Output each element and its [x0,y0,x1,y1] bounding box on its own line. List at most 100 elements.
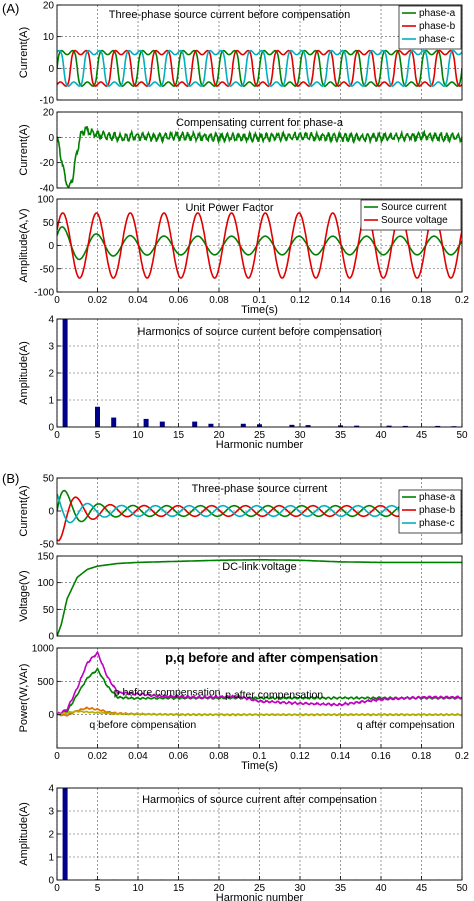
y-tick-label: -50 [40,540,55,551]
chart-title: Compensating current for phase-a [176,117,344,129]
x-tick-label: 0 [54,883,60,894]
harmonic-bar [435,425,441,427]
y-axis-label: Amplitude(A) [18,802,30,866]
y-tick-label: 3 [48,807,54,818]
x-tick-label: 15 [173,430,185,441]
x-tick-label: 0.04 [128,751,148,762]
y-tick-label: 0 [48,64,54,75]
x-tick-label: 0.02 [88,295,108,306]
y-tick-label: 0 [48,710,54,721]
chart-title: p,q before and after compensation [165,650,378,665]
series-line-p-after-compensation [57,650,462,716]
y-tick-label: 4 [48,315,54,326]
y-tick-label: 3 [48,342,54,353]
x-tick-label: 45 [416,883,428,894]
series-layer [57,558,462,636]
series-line-trace [57,558,462,636]
legend-entry: Source voltage [381,215,448,226]
legend-entry: Source current [381,202,447,213]
x-tick-label: 0 [54,295,60,306]
x-tick-label: 0.18 [412,751,432,762]
x-tick-label: 50 [456,883,468,894]
axes-frame [56,555,463,637]
harmonic-bar [289,424,295,427]
series-layer [57,49,462,87]
series-line-trace [57,126,462,188]
y-tick-label: 150 [37,552,54,563]
y-tick-label: 100 [37,578,54,589]
chart-title: Three-phase source current before compen… [109,9,351,21]
axes-frame [56,4,463,101]
series-line-phase-a [57,49,462,87]
x-axis-label: Time(s) [241,760,278,772]
series-line-phase-b [57,496,462,542]
y-tick-label: 0 [48,423,54,434]
y-tick-label: 50 [43,218,55,229]
chart-b1: -50 0 50 Current(A) Three-phase source curre… [18,474,463,551]
harmonic-bar [208,423,214,427]
y-tick-label: 50 [43,605,55,616]
harmonic-bar [386,425,392,427]
y-axis-label: Amplitude(A) [18,341,30,405]
chart-title: Harmonics of source current after compen… [142,794,377,806]
y-tick-label: 0 [48,632,54,643]
y-tick-label: -100 [34,288,54,299]
y-axis-label: Current(A) [18,485,30,536]
x-tick-label: 0.04 [128,295,148,306]
x-tick-label: 0.14 [331,295,351,306]
series-line-phase-b [57,49,462,87]
x-tick-label: 40 [375,430,387,441]
x-tick-label: 40 [375,883,387,894]
legend: phase-a phase-b phase-c [398,489,462,534]
y-tick-label: -20 [40,158,55,169]
x-tick-label: 25 [254,430,266,441]
series-line-phase-a [57,489,462,523]
series-line-phase-c [57,493,462,524]
annotation-label: q after compensation [357,719,455,731]
y-tick-label: 2 [48,369,54,380]
x-tick-label: 0.18 [412,295,432,306]
x-tick-label: 0.2 [455,751,469,762]
chart-title: DC-link voltage [222,561,297,573]
charts-layer: -100 10 2 0 Current(A) Three-phase source cur… [18,1,469,901]
y-tick-label: 1000 [32,644,55,655]
y-tick-label: 0 [48,507,54,518]
x-tick-label: 0.02 [88,751,108,762]
x-tick-label: 10 [132,430,144,441]
legend-entry: phase-b [419,505,456,516]
y-axis-label: Current(A) [18,27,30,78]
panel-label-b: (B) [2,471,19,486]
x-tick-label: 0.12 [290,295,310,306]
x-axis-label: Harmonic number [216,892,304,901]
x-tick-label: 35 [335,430,347,441]
series-line-q-after-compensation [57,710,462,717]
x-axis-label: Harmonic number [216,439,304,451]
y-axis-label: Power(W,VAr) [18,664,30,733]
x-tick-label: 0.1 [253,751,267,762]
harmonic-bar [192,421,198,427]
x-tick-label: 30 [294,430,306,441]
harmonic-bar [159,421,165,427]
harmonic-bar [95,406,100,427]
series-layer [57,650,462,717]
y-tick-label: 50 [43,474,55,485]
y-tick-label: 0 [48,876,54,887]
x-tick-label: 0.06 [169,295,189,306]
legend-entry: phase-b [419,21,456,32]
x-tick-label: 0.2 [455,295,469,306]
legend-entry: phase-a [419,8,456,19]
series-layer [57,126,462,188]
panel-label-a: (A) [2,1,19,16]
chart-a3: -100 -50 0 50 100 0 0.02 0.04 0.06 0.08 0.1 0.12 0.1… [18,195,469,317]
chart-b3: 0 500 1000 0 0.02 0.04 0.06 0.08 0.1 0.12 0.14 0.16… [18,644,469,773]
x-tick-label: 35 [335,883,347,894]
legend-entry: phase-c [419,518,455,529]
series-layer [57,489,462,542]
harmonic-bar [402,425,408,427]
x-axis-label: Time(s) [241,304,278,316]
chart-a1: -10 0 10 20 Current(A) Three-phase source cur… [18,1,463,107]
x-tick-label: 0 [54,430,60,441]
y-tick-label: 2 [48,830,54,841]
